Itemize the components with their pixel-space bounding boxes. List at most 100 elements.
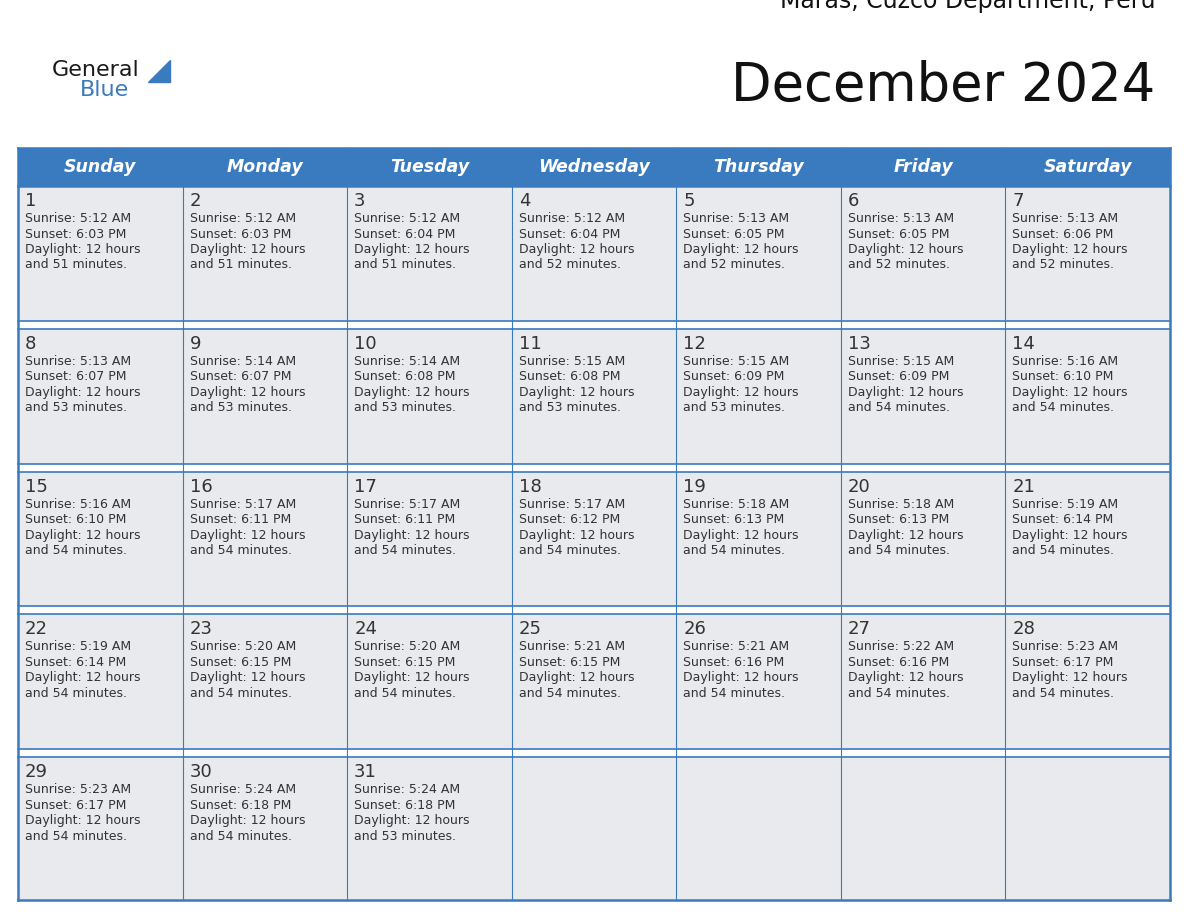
Text: Sunrise: 5:19 AM: Sunrise: 5:19 AM	[1012, 498, 1119, 510]
Text: and 54 minutes.: and 54 minutes.	[354, 544, 456, 557]
Text: and 54 minutes.: and 54 minutes.	[1012, 401, 1114, 414]
Text: Saturday: Saturday	[1043, 158, 1132, 176]
Text: and 52 minutes.: and 52 minutes.	[848, 259, 950, 272]
Text: and 53 minutes.: and 53 minutes.	[190, 401, 291, 414]
Text: and 53 minutes.: and 53 minutes.	[25, 401, 127, 414]
Text: Sunrise: 5:21 AM: Sunrise: 5:21 AM	[683, 641, 789, 654]
Text: and 54 minutes.: and 54 minutes.	[848, 544, 950, 557]
Text: 16: 16	[190, 477, 213, 496]
Bar	[18, 472, 183, 614]
Text: Sunrise: 5:22 AM: Sunrise: 5:22 AM	[848, 641, 954, 654]
Text: Daylight: 12 hours: Daylight: 12 hours	[519, 529, 634, 542]
Text: Sunrise: 5:16 AM: Sunrise: 5:16 AM	[25, 498, 131, 510]
Text: and 54 minutes.: and 54 minutes.	[848, 687, 950, 700]
Text: 30: 30	[190, 763, 213, 781]
Text: 12: 12	[683, 335, 706, 353]
Text: Sunset: 6:14 PM: Sunset: 6:14 PM	[25, 655, 126, 669]
Text: Sunrise: 5:21 AM: Sunrise: 5:21 AM	[519, 641, 625, 654]
Text: 27: 27	[848, 621, 871, 638]
Text: Sunrise: 5:15 AM: Sunrise: 5:15 AM	[848, 354, 954, 368]
Text: and 52 minutes.: and 52 minutes.	[519, 259, 620, 272]
Text: and 52 minutes.: and 52 minutes.	[683, 259, 785, 272]
Text: Sunrise: 5:12 AM: Sunrise: 5:12 AM	[25, 212, 131, 225]
Text: Sunset: 6:17 PM: Sunset: 6:17 PM	[1012, 655, 1114, 669]
Bar	[18, 329, 183, 472]
Text: Daylight: 12 hours: Daylight: 12 hours	[519, 243, 634, 256]
Text: Sunrise: 5:18 AM: Sunrise: 5:18 AM	[683, 498, 790, 510]
Text: Sunrise: 5:23 AM: Sunrise: 5:23 AM	[1012, 641, 1119, 654]
Text: Sunrise: 5:14 AM: Sunrise: 5:14 AM	[190, 354, 296, 368]
Text: Sunrise: 5:23 AM: Sunrise: 5:23 AM	[25, 783, 131, 796]
Text: Sunrise: 5:12 AM: Sunrise: 5:12 AM	[190, 212, 296, 225]
Bar	[676, 757, 841, 900]
Text: Daylight: 12 hours: Daylight: 12 hours	[354, 671, 469, 685]
Text: 11: 11	[519, 335, 542, 353]
Text: Sunrise: 5:18 AM: Sunrise: 5:18 AM	[848, 498, 954, 510]
Text: Blue: Blue	[80, 80, 129, 100]
Text: Sunset: 6:11 PM: Sunset: 6:11 PM	[190, 513, 291, 526]
Bar	[347, 614, 512, 757]
Text: Sunset: 6:04 PM: Sunset: 6:04 PM	[519, 228, 620, 241]
Bar	[512, 329, 676, 472]
Text: Sunrise: 5:13 AM: Sunrise: 5:13 AM	[1012, 212, 1119, 225]
Text: 2: 2	[190, 192, 201, 210]
Text: Sunset: 6:09 PM: Sunset: 6:09 PM	[683, 370, 784, 384]
Text: Daylight: 12 hours: Daylight: 12 hours	[683, 243, 798, 256]
Text: 23: 23	[190, 621, 213, 638]
Bar	[676, 472, 841, 614]
Text: Sunrise: 5:14 AM: Sunrise: 5:14 AM	[354, 354, 460, 368]
Bar	[347, 186, 512, 329]
Text: 28: 28	[1012, 621, 1035, 638]
Text: 19: 19	[683, 477, 706, 496]
Text: Daylight: 12 hours: Daylight: 12 hours	[354, 529, 469, 542]
Text: Sunrise: 5:12 AM: Sunrise: 5:12 AM	[519, 212, 625, 225]
Text: 5: 5	[683, 192, 695, 210]
Text: 17: 17	[354, 477, 377, 496]
Bar	[512, 472, 676, 614]
Text: and 54 minutes.: and 54 minutes.	[190, 544, 291, 557]
Text: Sunset: 6:05 PM: Sunset: 6:05 PM	[683, 228, 785, 241]
Text: Wednesday: Wednesday	[538, 158, 650, 176]
Text: Sunset: 6:06 PM: Sunset: 6:06 PM	[1012, 228, 1114, 241]
Text: and 54 minutes.: and 54 minutes.	[190, 687, 291, 700]
Text: 25: 25	[519, 621, 542, 638]
Bar	[347, 329, 512, 472]
Text: Sunset: 6:18 PM: Sunset: 6:18 PM	[190, 799, 291, 812]
Bar	[183, 614, 347, 757]
Text: Daylight: 12 hours: Daylight: 12 hours	[848, 671, 963, 685]
Text: Daylight: 12 hours: Daylight: 12 hours	[25, 243, 140, 256]
Text: Sunrise: 5:20 AM: Sunrise: 5:20 AM	[190, 641, 296, 654]
Bar	[841, 757, 1005, 900]
Text: 14: 14	[1012, 335, 1035, 353]
Bar	[1005, 186, 1170, 329]
Text: and 54 minutes.: and 54 minutes.	[519, 544, 620, 557]
Text: Daylight: 12 hours: Daylight: 12 hours	[25, 386, 140, 398]
Text: Sunset: 6:10 PM: Sunset: 6:10 PM	[25, 513, 126, 526]
Text: and 54 minutes.: and 54 minutes.	[25, 687, 127, 700]
Text: Daylight: 12 hours: Daylight: 12 hours	[1012, 529, 1127, 542]
Text: Thursday: Thursday	[713, 158, 804, 176]
Bar	[676, 329, 841, 472]
Text: Daylight: 12 hours: Daylight: 12 hours	[848, 529, 963, 542]
Text: Daylight: 12 hours: Daylight: 12 hours	[519, 671, 634, 685]
Text: 20: 20	[848, 477, 871, 496]
Text: and 54 minutes.: and 54 minutes.	[25, 544, 127, 557]
Text: Sunset: 6:15 PM: Sunset: 6:15 PM	[354, 655, 455, 669]
Text: 24: 24	[354, 621, 377, 638]
Bar	[347, 757, 512, 900]
Text: Daylight: 12 hours: Daylight: 12 hours	[683, 529, 798, 542]
Text: and 54 minutes.: and 54 minutes.	[25, 830, 127, 843]
Text: Sunrise: 5:20 AM: Sunrise: 5:20 AM	[354, 641, 461, 654]
Text: Daylight: 12 hours: Daylight: 12 hours	[848, 386, 963, 398]
Text: and 53 minutes.: and 53 minutes.	[683, 401, 785, 414]
Text: and 53 minutes.: and 53 minutes.	[354, 401, 456, 414]
Text: Sunset: 6:05 PM: Sunset: 6:05 PM	[848, 228, 949, 241]
Text: Daylight: 12 hours: Daylight: 12 hours	[519, 386, 634, 398]
Bar	[1005, 757, 1170, 900]
Text: Sunset: 6:16 PM: Sunset: 6:16 PM	[683, 655, 784, 669]
Text: and 54 minutes.: and 54 minutes.	[354, 687, 456, 700]
Text: and 53 minutes.: and 53 minutes.	[354, 830, 456, 843]
Bar	[1005, 329, 1170, 472]
Text: 7: 7	[1012, 192, 1024, 210]
Text: and 51 minutes.: and 51 minutes.	[25, 259, 127, 272]
